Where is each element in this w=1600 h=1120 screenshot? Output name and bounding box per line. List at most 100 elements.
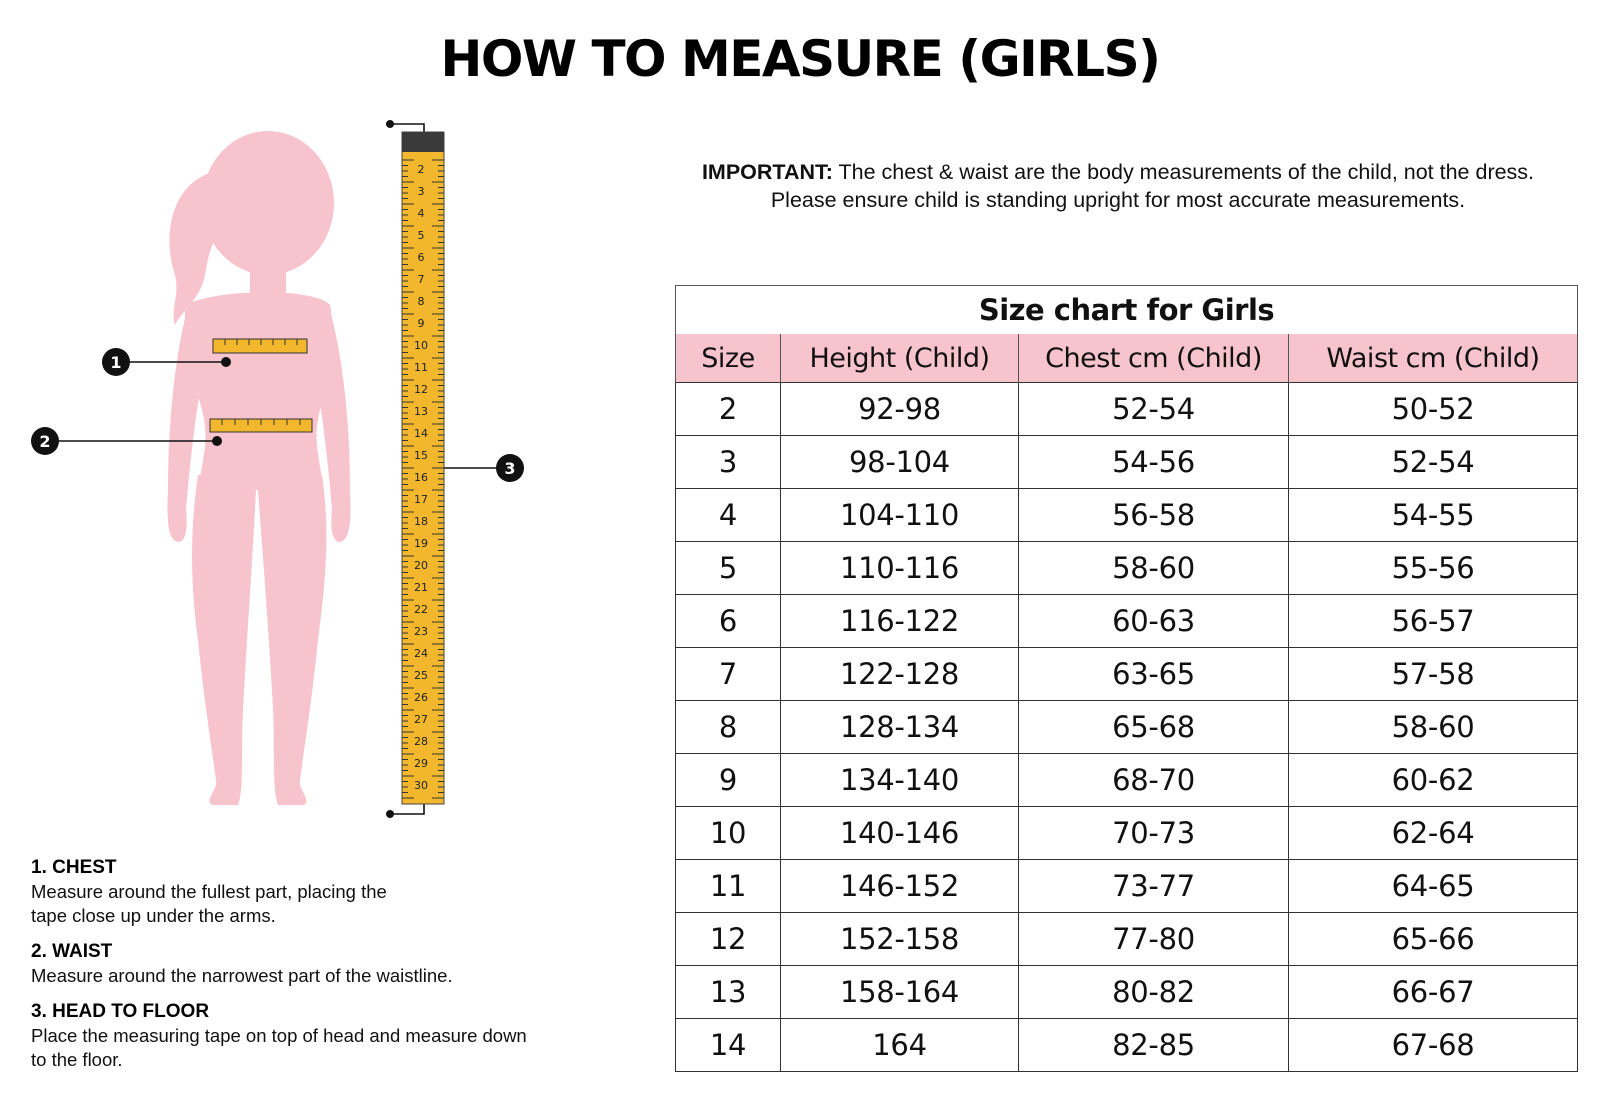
tape-number: 21 (414, 581, 428, 594)
tape-number: 9 (418, 317, 425, 330)
important-label: IMPORTANT: (701, 160, 833, 184)
table-row: 12 152-158 77-80 65-66 (675, 912, 1578, 966)
cell-height: 116-122 (780, 594, 1019, 648)
cell-chest: 77-80 (1018, 912, 1289, 966)
cell-chest: 56-58 (1018, 488, 1289, 542)
cell-chest: 80-82 (1018, 965, 1289, 1019)
column-header-height: Height (Child) (780, 334, 1019, 383)
cell-height: 134-140 (780, 753, 1019, 807)
instruction-heading: 1. CHEST (31, 857, 117, 878)
cell-chest: 60-63 (1018, 594, 1289, 648)
tape-number: 13 (414, 405, 428, 418)
instruction-chest: 1. CHEST Measure around the fullest part… (31, 856, 591, 928)
measurement-instructions: 1. CHEST Measure around the fullest part… (31, 856, 591, 1084)
table-row: 2 92-98 52-54 50-52 (675, 382, 1578, 436)
page-title: HOW TO MEASURE (GIRLS) (440, 30, 1161, 88)
marker-2-label: 2 (39, 432, 50, 451)
tape-number: 30 (414, 779, 428, 792)
tape-number: 3 (418, 185, 425, 198)
cell-size: 3 (675, 435, 781, 489)
marker-2: 2 (31, 427, 59, 455)
tape-number: 26 (414, 691, 428, 704)
cell-size: 4 (675, 488, 781, 542)
tape-number: 11 (414, 361, 428, 374)
cell-chest: 63-65 (1018, 647, 1289, 701)
instruction-waist: 2. WAIST Measure around the narrowest pa… (31, 940, 591, 988)
tape-number: 22 (414, 603, 428, 616)
cell-chest: 65-68 (1018, 700, 1289, 754)
instruction-text: Measure around the narrowest part of the… (31, 965, 453, 986)
cell-height: 152-158 (780, 912, 1019, 966)
table-row: 6 116-122 60-63 56-57 (675, 594, 1578, 648)
column-header-chest: Chest cm (Child) (1018, 334, 1289, 383)
table-row: 8 128-134 65-68 58-60 (675, 700, 1578, 754)
cell-size: 12 (675, 912, 781, 966)
cell-chest: 54-56 (1018, 435, 1289, 489)
cell-waist: 66-67 (1288, 965, 1578, 1019)
table-row: 14 164 82-85 67-68 (675, 1018, 1578, 1072)
cell-waist: 64-65 (1288, 859, 1578, 913)
cell-chest: 68-70 (1018, 753, 1289, 807)
girl-silhouette (167, 131, 351, 805)
size-chart-header-row: Size Height (Child) Chest cm (Child) Wai… (675, 334, 1578, 383)
table-row: 13 158-164 80-82 66-67 (675, 965, 1578, 1019)
height-tape: 2345678910111213141516171819202122232425… (401, 131, 445, 805)
tape-number: 8 (418, 295, 425, 308)
cell-size: 13 (675, 965, 781, 1019)
marker-3-label: 3 (504, 459, 515, 478)
cell-size: 7 (675, 647, 781, 701)
cell-size: 9 (675, 753, 781, 807)
cell-size: 14 (675, 1018, 781, 1072)
cell-chest: 70-73 (1018, 806, 1289, 860)
cell-chest: 52-54 (1018, 382, 1289, 436)
column-header-size: Size (675, 334, 781, 383)
cell-height: 92-98 (780, 382, 1019, 436)
marker-1: 1 (102, 348, 130, 376)
tape-number: 4 (418, 207, 425, 220)
cell-height: 146-152 (780, 859, 1019, 913)
cell-waist: 50-52 (1288, 382, 1578, 436)
table-row: 11 146-152 73-77 64-65 (675, 859, 1578, 913)
cell-chest: 73-77 (1018, 859, 1289, 913)
tape-number: 6 (418, 251, 425, 264)
cell-waist: 60-62 (1288, 753, 1578, 807)
tape-number: 23 (414, 625, 428, 638)
chest-tape (212, 338, 308, 354)
size-chart-title: Size chart for Girls (675, 285, 1578, 334)
instruction-heading: 3. HEAD TO FLOOR (31, 1001, 210, 1022)
cell-height: 122-128 (780, 647, 1019, 701)
cell-height: 104-110 (780, 488, 1019, 542)
measurement-illustration: 2 3 4 5 6 7 8 9 10 11 12 13 14 15 16 17 18 19 20 21 22 23 24 25… (0, 110, 600, 840)
tape-number: 16 (414, 471, 428, 484)
instruction-head-to-floor: 3. HEAD TO FLOOR Place the measuring tap… (31, 1000, 591, 1072)
instruction-text: Place the measuring tape on top of head … (31, 1025, 527, 1070)
important-line-1: IMPORTANT: The chest & waist are the bod… (668, 158, 1568, 186)
cell-waist: 52-54 (1288, 435, 1578, 489)
instruction-text: Measure around the fullest part, placing… (31, 881, 387, 926)
marker-1-label: 1 (110, 353, 121, 372)
cell-size: 10 (675, 806, 781, 860)
table-row: 7 122-128 63-65 57-58 (675, 647, 1578, 701)
cell-waist: 67-68 (1288, 1018, 1578, 1072)
cell-waist: 62-64 (1288, 806, 1578, 860)
cell-waist: 55-56 (1288, 541, 1578, 595)
tape-number: 12 (414, 383, 428, 396)
important-note: IMPORTANT: The chest & waist are the bod… (668, 158, 1568, 214)
table-row: 10 140-146 70-73 62-64 (675, 806, 1578, 860)
cell-waist: 65-66 (1288, 912, 1578, 966)
tape-number: 27 (414, 713, 428, 726)
tape-number: 17 (414, 493, 428, 506)
cell-chest: 82-85 (1018, 1018, 1289, 1072)
table-row: 3 98-104 54-56 52-54 (675, 435, 1578, 489)
tape-number: 5 (418, 229, 425, 242)
instruction-heading: 2. WAIST (31, 941, 113, 962)
tape-number: 7 (418, 273, 425, 286)
cell-waist: 57-58 (1288, 647, 1578, 701)
waist-tape (209, 418, 313, 433)
cell-height: 140-146 (780, 806, 1019, 860)
tape-number: 18 (414, 515, 428, 528)
cell-height: 158-164 (780, 965, 1019, 1019)
tape-number: 20 (414, 559, 428, 572)
tape-number: 14 (414, 427, 428, 440)
table-row: 9 134-140 68-70 60-62 (675, 753, 1578, 807)
